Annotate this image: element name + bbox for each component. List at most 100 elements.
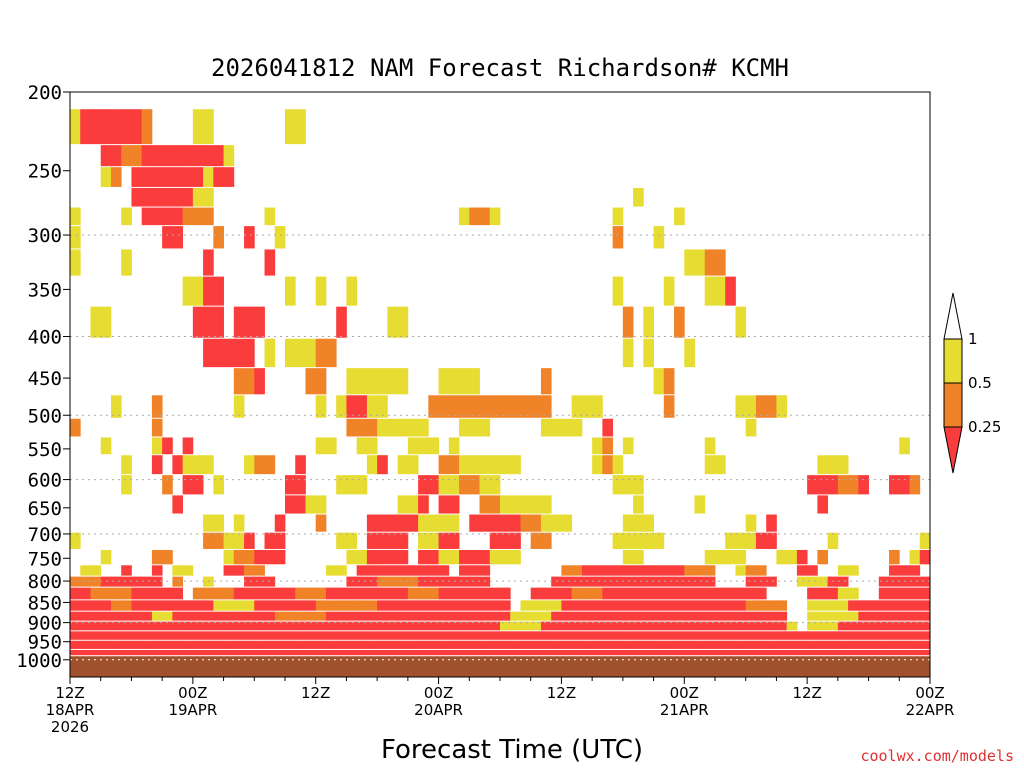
heatmap-cell [725, 621, 736, 631]
heatmap-cell [192, 640, 204, 649]
heatmap-cell [745, 631, 757, 640]
heatmap-cell [377, 565, 388, 576]
heatmap-cell [540, 532, 552, 549]
heatmap-cell [162, 437, 173, 455]
heatmap-cell [500, 514, 511, 532]
heatmap-cell [131, 187, 143, 207]
heatmap-cell [745, 600, 757, 611]
heatmap-cell [141, 600, 153, 611]
heatmap-cell [715, 587, 726, 600]
heatmap-cell [213, 167, 224, 187]
heatmap-cell [131, 640, 143, 649]
heatmap-cell [735, 640, 747, 649]
heatmap-cell [899, 649, 910, 656]
heatmap-cell [755, 600, 767, 611]
heatmap-cell [684, 611, 695, 621]
heatmap-cell [520, 495, 532, 514]
heatmap-cell [459, 455, 470, 475]
heatmap-cell [459, 631, 470, 640]
heatmap-cell [469, 514, 480, 532]
heatmap-cell [285, 587, 296, 600]
heatmap-cell [817, 576, 829, 587]
heatmap-cell [377, 532, 388, 549]
heatmap-cell [725, 649, 736, 656]
heatmap-cell [602, 565, 614, 576]
heatmap-cell [192, 600, 204, 611]
heatmap-cell [141, 145, 153, 167]
x-tick-label: 00Z [915, 684, 944, 702]
heatmap-cell [653, 565, 665, 576]
heatmap-cell [919, 649, 931, 656]
heatmap-cell [80, 611, 91, 621]
heatmap-cell [274, 226, 286, 249]
heatmap-cell [612, 611, 624, 621]
heatmap-cell [694, 621, 706, 631]
heatmap-cell [520, 649, 532, 656]
heatmap-cell [428, 649, 439, 656]
heatmap-cell [704, 549, 716, 565]
heatmap-cell [674, 576, 685, 587]
heatmap-cell [254, 611, 265, 621]
heatmap-cell [571, 418, 583, 437]
heatmap-cell [305, 631, 317, 640]
heatmap-cell [725, 532, 736, 549]
heatmap-cell [233, 368, 245, 395]
heatmap-cell [285, 109, 296, 145]
heatmap-cell [479, 576, 491, 587]
heatmap-cell [755, 565, 767, 576]
heatmap-cell [141, 207, 153, 226]
heatmap-cell [540, 495, 552, 514]
heatmap-cell [131, 649, 143, 656]
heatmap-cell [633, 600, 644, 611]
heatmap-cell [254, 621, 265, 631]
heatmap-cell [438, 368, 450, 395]
heatmap-cell [858, 631, 869, 640]
heatmap-cell [755, 532, 767, 549]
heatmap-cell [551, 631, 562, 640]
heatmap-cell [233, 611, 245, 621]
heatmap-cell [489, 611, 501, 621]
y-tick-label: 750 [28, 548, 62, 570]
heatmap-cell [663, 368, 675, 395]
heatmap-cell [305, 611, 317, 621]
heatmap-cell [653, 532, 665, 549]
heatmap-cell [151, 649, 163, 656]
heatmap-cell [110, 649, 122, 656]
heatmap-cell [459, 649, 470, 656]
heatmap-cell [213, 621, 224, 631]
heatmap-cell [479, 455, 491, 475]
x-tick-label: 19APR [168, 701, 217, 719]
heatmap-cell [704, 437, 716, 455]
heatmap-cell [868, 640, 880, 649]
heatmap-cell [141, 576, 153, 587]
heatmap-cell [663, 640, 675, 649]
heatmap-cell [469, 640, 480, 649]
heatmap-cell [141, 611, 153, 621]
heatmap-cell [807, 475, 818, 495]
heatmap-cell [909, 631, 921, 640]
heatmap-cell [325, 587, 337, 600]
heatmap-cell [622, 338, 634, 368]
heatmap-cell [735, 395, 747, 418]
heatmap-cell [315, 514, 327, 532]
heatmap-cell [592, 621, 603, 631]
heatmap-cell [817, 475, 829, 495]
heatmap-cell [100, 549, 112, 565]
heatmap-cell [162, 631, 173, 640]
heatmap-cell [489, 514, 501, 532]
heatmap-cell [520, 631, 532, 640]
heatmap-cell [397, 587, 409, 600]
heatmap-cell [325, 621, 337, 631]
heatmap-cell [254, 368, 265, 395]
heatmap-cell [755, 395, 767, 418]
heatmap-cell [704, 631, 716, 640]
heatmap-cell [653, 649, 665, 656]
heatmap-cell [80, 565, 91, 576]
heatmap-cell [878, 631, 890, 640]
heatmap-cell [786, 631, 798, 640]
heatmap-cell [397, 600, 409, 611]
heatmap-cell [817, 549, 829, 565]
heatmap-cell [407, 600, 419, 611]
heatmap-cell [100, 109, 112, 145]
y-tick-label: 300 [28, 225, 62, 247]
